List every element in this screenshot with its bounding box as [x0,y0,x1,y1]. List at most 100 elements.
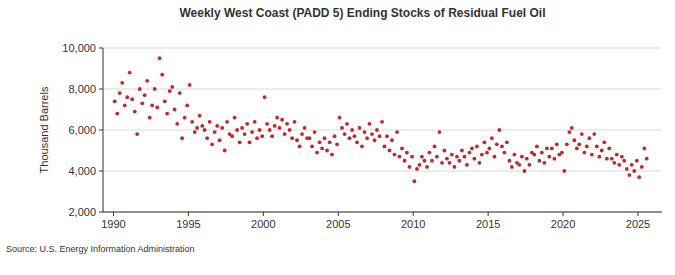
point [133,110,137,114]
point [135,132,139,136]
point [413,179,417,183]
point [375,128,379,132]
point [200,124,204,128]
grid-line [103,48,662,49]
point [490,136,494,140]
point [345,122,349,126]
point [450,153,454,157]
point [340,126,344,130]
point [310,145,314,149]
point [398,155,402,159]
point [150,104,154,108]
tick-label: 2005 [326,218,350,230]
point [393,153,397,157]
grid-line [103,89,662,90]
tick-mark [188,212,189,216]
tick-label: 8,000 [68,83,96,95]
point [478,161,482,165]
point [475,145,479,149]
point [273,124,277,128]
point [378,134,382,138]
point [487,147,491,151]
point [415,167,419,171]
point [535,145,539,149]
tick-label: 6,000 [68,124,96,136]
point [390,138,394,142]
point [300,132,304,136]
point [502,151,506,155]
point [505,140,509,144]
point [128,71,132,75]
point [625,167,629,171]
point [423,159,427,163]
point [168,89,172,93]
point [160,73,164,77]
point [605,157,609,161]
point [635,159,639,163]
point [622,159,626,163]
point [582,151,586,155]
point [455,155,459,159]
point [512,153,516,157]
point [195,126,199,130]
point [595,145,599,149]
tick-mark [99,171,103,172]
point [542,161,546,165]
tick-label: 1990 [101,218,125,230]
point [193,130,197,134]
plot-area [113,56,649,183]
point [298,145,302,149]
point [403,159,407,163]
point [435,155,439,159]
point [575,147,579,151]
point [540,151,544,155]
point [525,157,529,161]
point [335,142,339,146]
point [438,130,442,134]
point [617,163,621,167]
point [308,136,312,140]
tick-mark [263,212,264,216]
point [255,136,259,140]
point [485,151,489,155]
point [430,159,434,163]
point [170,85,174,89]
point [637,175,641,179]
point [138,87,142,91]
point [235,128,239,132]
point [523,169,527,173]
point [508,159,512,163]
point [123,104,127,108]
point [190,120,194,124]
point [607,147,611,151]
point [572,138,576,142]
point [410,155,414,159]
point [565,142,569,146]
tick-label: 2,000 [68,206,96,218]
point [165,112,169,116]
point [457,159,461,163]
point [223,149,227,153]
point [632,169,636,173]
point [400,147,404,151]
point [185,104,189,108]
point [225,120,229,124]
axis-title: Thousand Barrels [38,86,50,173]
tick-label: 4,000 [68,165,96,177]
point [538,159,542,163]
point [360,145,364,149]
point [120,81,124,85]
point [183,116,187,120]
tick-label: 1995 [176,218,200,230]
tick-mark [338,212,339,216]
point [263,95,267,99]
point [218,138,222,142]
point [278,126,282,130]
point [493,155,497,159]
point [333,134,337,138]
point [480,153,484,157]
point [115,112,119,116]
point [290,136,294,140]
point [445,157,449,161]
point [260,134,264,138]
